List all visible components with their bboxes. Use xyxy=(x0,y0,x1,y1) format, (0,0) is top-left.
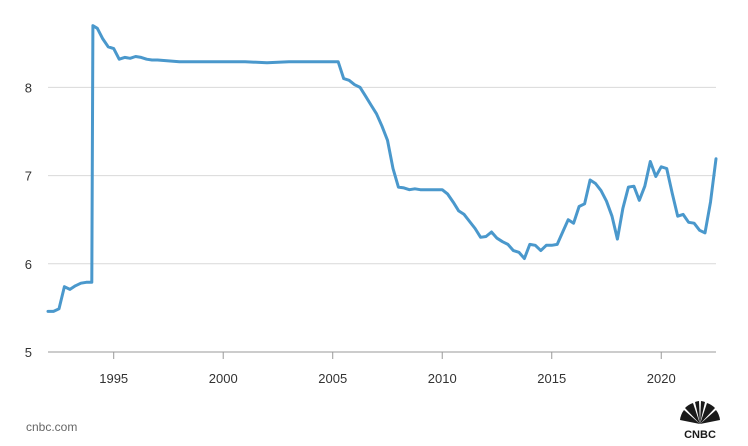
x-tick-label: 2020 xyxy=(647,371,676,386)
y-tick-label: 7 xyxy=(25,169,32,184)
y-tick-label: 5 xyxy=(25,345,32,360)
x-tick-label: 1995 xyxy=(99,371,128,386)
x-tick-label: 2000 xyxy=(209,371,238,386)
x-axis-ticks: 1995 2000 2005 2010 2015 2020 xyxy=(99,352,676,386)
series-layer xyxy=(46,24,718,313)
logo-text: CNBC xyxy=(684,429,716,440)
series-line xyxy=(46,24,718,313)
y-tick-label: 6 xyxy=(25,257,32,272)
x-tick-label: 2015 xyxy=(537,371,566,386)
x-tick-label: 2005 xyxy=(318,371,347,386)
cnbc-peacock-logo: CNBC xyxy=(680,401,720,440)
y-tick-label: 8 xyxy=(25,80,32,95)
source-credit: cnbc.com xyxy=(26,420,78,434)
peacock-icon xyxy=(680,401,720,424)
x-tick-label: 2010 xyxy=(428,371,457,386)
y-axis-ticks: 5 6 7 8 xyxy=(25,80,32,360)
